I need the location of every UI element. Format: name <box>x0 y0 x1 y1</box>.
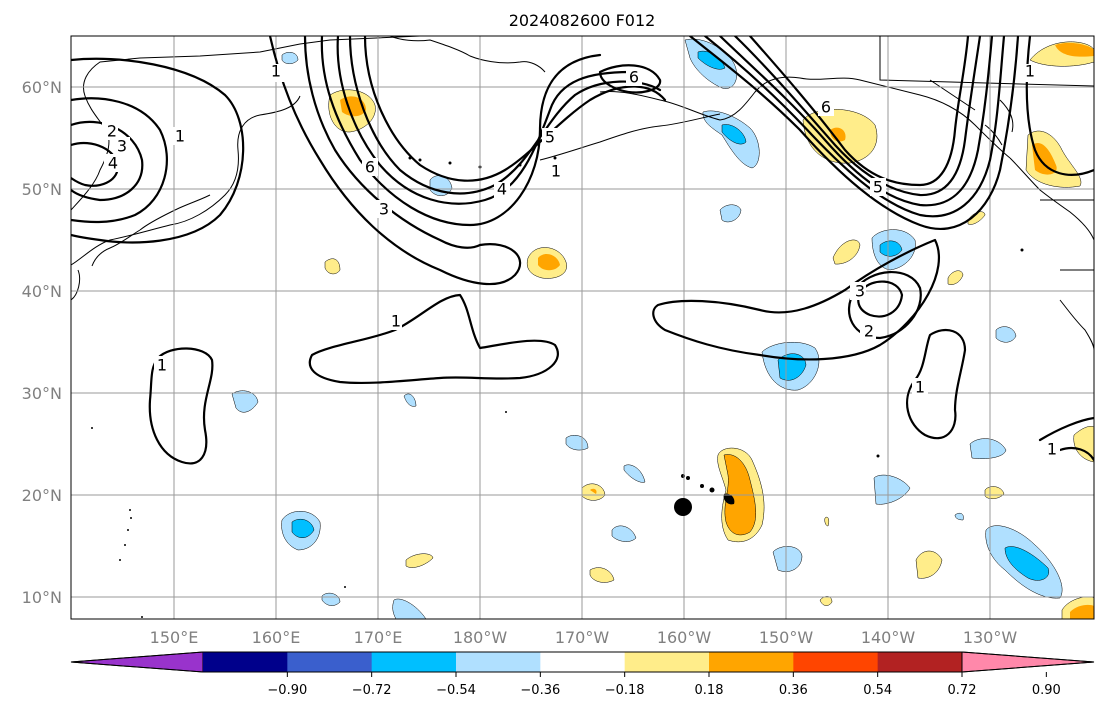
lon-label: 140°W <box>861 628 916 647</box>
colorbar-tick-label: −0.72 <box>352 683 392 698</box>
lat-label: 10°N <box>22 588 62 607</box>
lat-label: 30°N <box>22 384 62 403</box>
contour-labels: 2 3 4 1 6 3 4 5 1 6 6 5 3 2 <box>102 62 1060 459</box>
map-panel: 2 3 4 1 6 3 4 5 1 6 6 5 3 2 <box>71 36 1094 619</box>
gridlines <box>71 36 1094 619</box>
colorbar-bin <box>877 652 963 672</box>
contour-label: 1 <box>1047 440 1057 459</box>
contour-label: 1 <box>915 378 925 397</box>
colorbar-bin <box>793 652 879 672</box>
lat-label: 60°N <box>22 78 62 97</box>
latitude-labels: 60°N 50°N 40°N 30°N 20°N 10°N <box>22 78 62 607</box>
colorbar-tick-label: 0.54 <box>863 683 892 698</box>
colorbar-outline <box>70 651 1095 673</box>
lon-label: 170°E <box>354 628 403 647</box>
colorbar-tick-label: 0.72 <box>948 683 977 698</box>
contour-label: 1 <box>157 356 167 375</box>
colorbar-bin <box>709 652 794 672</box>
colorbar-tick-label: 0.36 <box>779 683 808 698</box>
contours <box>71 36 1094 465</box>
longitude-labels: 150°E 160°E 170°E 180°W 170°W 160°W 150°… <box>150 628 1018 647</box>
anomaly-shading <box>231 38 1094 619</box>
contour-label: 5 <box>545 128 555 147</box>
lat-label: 50°N <box>22 180 62 199</box>
colorbar-tick-label: −0.54 <box>436 683 476 698</box>
map-title: 2024082600 F012 <box>509 11 656 30</box>
colorbar-tick-label: 0.18 <box>695 683 724 698</box>
lat-label: 20°N <box>22 486 62 505</box>
colorbar-bin <box>371 652 457 672</box>
contour-label: 3 <box>117 137 127 156</box>
contour-label: 4 <box>108 154 118 173</box>
contour-label: 3 <box>855 282 865 301</box>
lat-label: 40°N <box>22 282 62 301</box>
colorbar-tick-label: 0.90 <box>1032 683 1061 698</box>
colorbar-tick-label: −0.18 <box>605 683 645 698</box>
contour-label: 1 <box>391 312 401 331</box>
lon-label: 160°W <box>657 628 712 647</box>
lon-label: 150°E <box>150 628 199 647</box>
contour-label: 4 <box>497 180 507 199</box>
lon-label: 170°W <box>555 628 610 647</box>
colorbar-bin <box>624 652 710 672</box>
colorbar-extend-high <box>961 651 1095 673</box>
contour-label: 3 <box>379 200 389 219</box>
colorbar: −0.90 −0.72 −0.54 −0.36 −0.18 0.18 0.36 0.54 0.7… <box>70 651 1095 698</box>
lon-label: 150°W <box>759 628 814 647</box>
colorbar-bin <box>287 652 373 672</box>
lon-label: 160°E <box>252 628 301 647</box>
contour-label: 2 <box>107 122 117 141</box>
contour-label: 1 <box>175 127 185 146</box>
contour-label: 1 <box>1025 62 1035 81</box>
contour-label: 1 <box>271 62 281 81</box>
colorbar-bin <box>456 652 541 672</box>
colorbar-tick-label: −0.36 <box>520 683 560 698</box>
colorbar-bin <box>203 652 288 672</box>
map-frame <box>70 35 1095 620</box>
borders <box>879 36 1094 271</box>
colorbar-tick-label: −0.90 <box>267 683 307 698</box>
contour-label: 1 <box>551 162 561 181</box>
colorbar-extend-low <box>70 651 204 673</box>
lon-label: 180°W <box>453 628 508 647</box>
contour-label: 6 <box>629 68 639 87</box>
contour-label: 6 <box>365 158 375 177</box>
contour-label: 5 <box>873 178 883 197</box>
contour-label: 6 <box>821 98 831 117</box>
storm-position-marker <box>674 498 692 516</box>
lon-label: 130°W <box>963 628 1018 647</box>
contour-label: 2 <box>864 322 874 341</box>
colorbar-bin <box>540 652 626 672</box>
